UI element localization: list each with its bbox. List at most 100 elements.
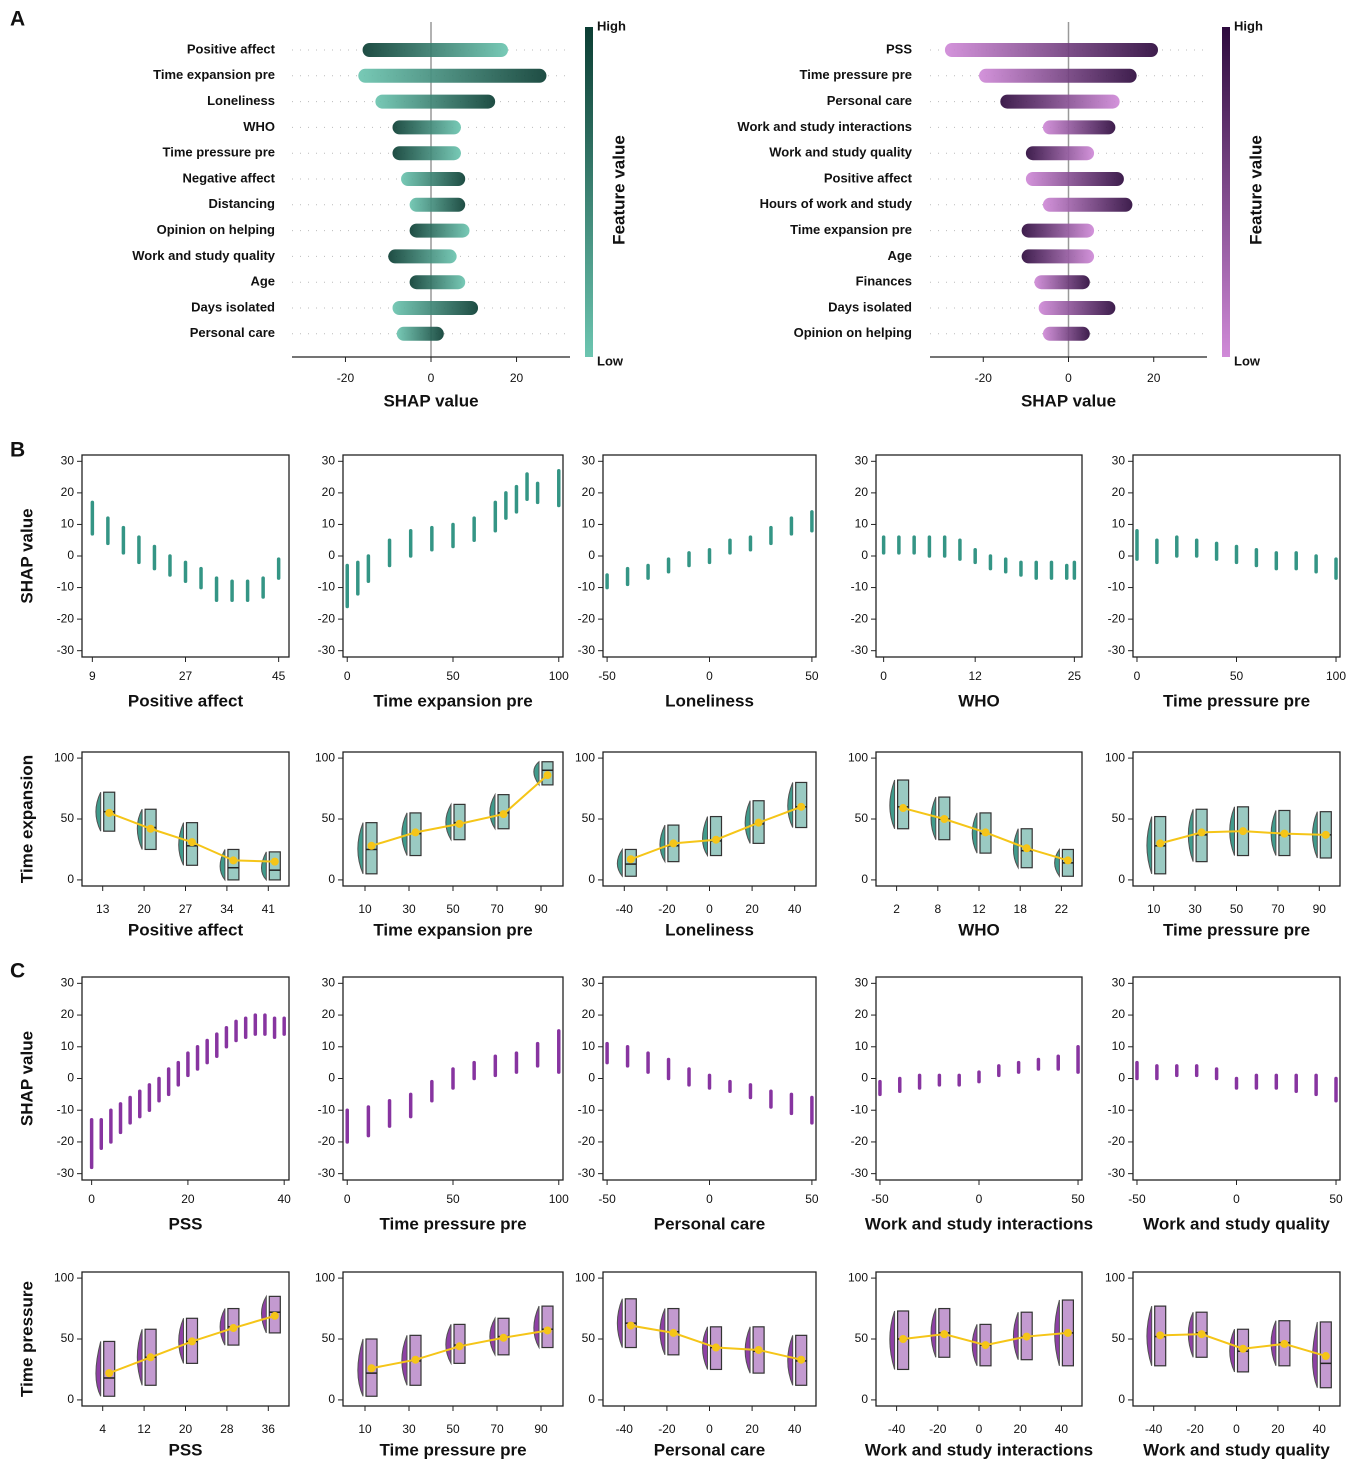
x-tick-label: 100	[549, 1192, 569, 1206]
y-tick-label: 10	[582, 1039, 596, 1053]
box	[227, 848, 240, 881]
mean-point	[188, 1337, 196, 1346]
x-tick-label: 0	[428, 371, 435, 385]
mean-point	[411, 828, 420, 837]
y-axis-label: Time pressure	[17, 1281, 36, 1397]
feature-label: Age	[887, 248, 912, 263]
x-tick-label: 90	[1313, 902, 1327, 916]
y-tick-label: -30	[57, 1166, 75, 1180]
x-tick-label: -20	[658, 1422, 676, 1436]
y-tick-label: 0	[588, 872, 595, 886]
x-tick-label: 0	[706, 902, 713, 916]
x-axis-label: Time pressure pre	[379, 1214, 526, 1233]
y-tick-label: -20	[851, 611, 869, 625]
colorbar-high: High	[597, 18, 626, 33]
y-tick-label: 0	[861, 1392, 868, 1406]
x-tick-label: -50	[871, 1192, 889, 1206]
feature-label: Finances	[856, 274, 912, 289]
y-tick-label: 100	[848, 750, 868, 764]
shap-distribution	[1000, 94, 1120, 109]
x-tick-label: 50	[805, 1192, 819, 1206]
x-tick-label: 36	[262, 1422, 276, 1436]
x-tick-label: 10	[358, 902, 372, 916]
half-violin	[357, 1338, 364, 1397]
x-tick-label: 41	[262, 902, 276, 916]
half-violin	[533, 760, 540, 787]
x-tick-label: 20	[745, 1422, 759, 1436]
mean-point	[626, 855, 635, 864]
y-tick-label: -20	[851, 1134, 869, 1148]
y-tick-label: -30	[57, 643, 75, 657]
x-tick-label: 0	[1233, 1192, 1240, 1206]
y-tick-label: 20	[582, 1007, 596, 1021]
shap-distribution	[409, 275, 466, 290]
mean-point	[1321, 1352, 1330, 1361]
y-tick-label: 10	[855, 517, 869, 531]
half-violin	[95, 791, 102, 832]
y-tick-label: -20	[1108, 1134, 1126, 1148]
mean-point	[981, 1341, 990, 1350]
colorbar-low: Low	[597, 353, 624, 368]
shap-distribution	[396, 326, 444, 341]
feature-label: Positive affect	[824, 170, 913, 185]
mean-point	[754, 1345, 763, 1354]
y-tick-label: 10	[61, 1039, 75, 1053]
plot-frame	[81, 976, 290, 1181]
mean-point	[1280, 829, 1289, 838]
x-tick-label: -50	[598, 1192, 616, 1206]
y-tick-label: -10	[1108, 1102, 1126, 1116]
mean-point	[367, 1364, 376, 1373]
x-tick-label: 100	[1326, 669, 1346, 683]
mean-point	[499, 810, 508, 819]
mean-point	[712, 1343, 720, 1352]
x-tick-label: 8	[934, 902, 941, 916]
y-tick-label: 100	[575, 1270, 595, 1284]
colorbar	[585, 27, 593, 357]
y-tick-label: 30	[61, 976, 75, 990]
y-tick-label: 0	[861, 1071, 868, 1085]
shap-distribution	[388, 249, 457, 264]
feature-label: Age	[250, 274, 275, 289]
mean-point	[899, 1335, 908, 1343]
plot-frame	[875, 454, 1083, 658]
mean-point	[411, 1355, 420, 1364]
half-violin	[1229, 1329, 1235, 1373]
x-tick-label: -40	[616, 902, 634, 916]
half-violin	[1146, 816, 1153, 874]
mean-point	[543, 771, 552, 780]
mean-point	[626, 1321, 635, 1330]
feature-label: Time pressure pre	[800, 67, 912, 82]
shap-distribution	[362, 43, 508, 57]
y-tick-label: 0	[328, 872, 335, 886]
feature-label: Days isolated	[828, 299, 912, 314]
x-axis-label: Positive affect	[128, 920, 244, 939]
x-tick-label: 40	[788, 902, 802, 916]
half-violin	[533, 1305, 540, 1350]
x-tick-label: 70	[490, 902, 504, 916]
x-axis-label: Work and study quality	[1143, 1214, 1330, 1233]
x-tick-label: 34	[220, 902, 234, 916]
mean-point	[1022, 1332, 1031, 1341]
x-tick-label: 20	[1271, 1422, 1285, 1436]
y-tick-label: 10	[1112, 517, 1126, 531]
y-tick-label: 30	[1112, 976, 1126, 990]
y-tick-label: 50	[1112, 811, 1126, 825]
shap-distribution	[392, 120, 461, 135]
mean-point	[455, 819, 464, 828]
half-violin	[261, 1294, 267, 1334]
mean-point	[499, 1333, 508, 1342]
half-violin	[178, 1318, 184, 1364]
y-tick-label: 0	[1118, 872, 1125, 886]
y-tick-label: -10	[57, 580, 75, 594]
y-tick-label: -10	[57, 1102, 75, 1116]
half-violin	[261, 851, 267, 882]
y-axis-label: Time expansion	[17, 755, 36, 883]
x-tick-label: 22	[1055, 902, 1069, 916]
colorbar-label: Feature value	[1246, 135, 1265, 245]
x-axis-label: Time pressure pre	[1163, 920, 1310, 939]
x-tick-label: -20	[1186, 1422, 1204, 1436]
mean-point	[981, 828, 990, 837]
plot-frame	[342, 454, 564, 658]
mean-point	[1280, 1339, 1289, 1348]
x-tick-label: 50	[446, 902, 460, 916]
